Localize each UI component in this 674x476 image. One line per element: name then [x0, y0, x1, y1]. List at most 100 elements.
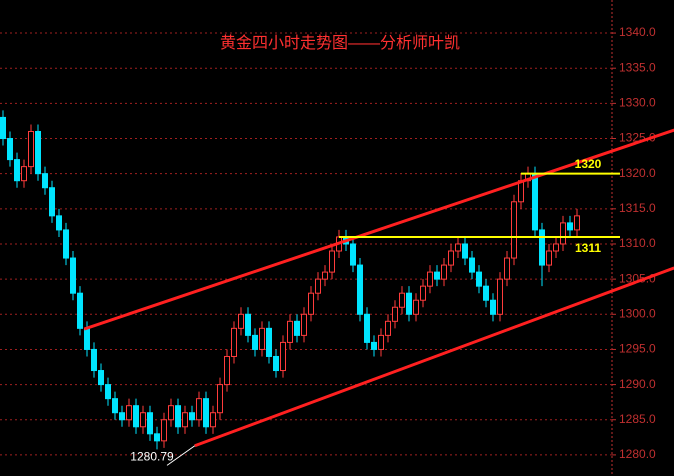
candle-body: [469, 257, 475, 273]
candle-body: [42, 173, 48, 189]
y-tick-label: 1290.0: [619, 377, 656, 391]
candle-body: [574, 215, 580, 231]
candle-body: [56, 215, 62, 231]
low-pointer: [166, 445, 196, 466]
candle-body: [21, 166, 27, 182]
y-tick-label: 1280.0: [619, 447, 656, 461]
candle-body: [154, 433, 160, 442]
candle-body: [322, 271, 328, 280]
candle-body: [280, 341, 286, 372]
candle-body: [434, 271, 440, 280]
candle-body: [210, 412, 216, 428]
candle-body: [231, 327, 237, 357]
candle-body: [147, 412, 153, 435]
candle-body: [91, 348, 97, 372]
candle-body: [462, 243, 468, 259]
y-tick-label: 1310.0: [619, 236, 656, 250]
candle-body: [385, 320, 391, 336]
candle-body: [189, 412, 195, 421]
candle-body: [112, 398, 118, 414]
candle-body: [483, 285, 489, 301]
level-label: 1320: [575, 157, 602, 171]
candle-body: [301, 313, 307, 336]
candle-body: [77, 292, 83, 329]
y-tick-label: 1330.0: [619, 96, 656, 110]
candle-body: [245, 313, 251, 336]
y-tick-label: 1340.0: [619, 25, 656, 39]
candle-body: [546, 250, 552, 266]
candle-body: [133, 405, 139, 428]
level-label: 1311: [575, 241, 601, 255]
candle-body: [196, 398, 202, 421]
candle-body: [371, 341, 377, 350]
candle-body: [357, 264, 363, 315]
candle-body: [350, 243, 356, 266]
candle-body: [378, 334, 384, 350]
candle-body: [119, 412, 125, 421]
candle-body: [504, 257, 510, 280]
candle-body: [217, 384, 223, 414]
y-tick-label: 1335.0: [619, 60, 656, 74]
candle-body: [427, 271, 433, 287]
candle-body: [329, 250, 335, 273]
candle-body: [266, 327, 272, 357]
candle-body: [252, 334, 258, 350]
candle-body: [476, 271, 482, 287]
candle-body: [238, 313, 244, 329]
candle-body: [28, 130, 34, 168]
candle-body: [315, 278, 321, 294]
candle-body: [490, 299, 496, 315]
candle-body: [7, 138, 13, 161]
candle-body: [567, 222, 573, 231]
candle-body: [560, 222, 566, 245]
candle-body: [98, 370, 104, 386]
candle-body: [455, 243, 461, 252]
candle-body: [84, 327, 90, 350]
candle-body: [63, 229, 69, 259]
candle-body: [539, 229, 545, 266]
candle-body: [224, 355, 230, 386]
trend-line: [83, 128, 674, 331]
candle-body: [259, 327, 265, 350]
candle-body: [392, 306, 398, 322]
candle-body: [308, 292, 314, 315]
y-tick-label: 1320.0: [619, 166, 656, 180]
candle-body: [70, 257, 76, 294]
trend-line: [194, 266, 674, 448]
candle-body: [406, 292, 412, 315]
y-tick-label: 1305.0: [619, 271, 656, 285]
y-tick-label: 1325.0: [619, 131, 656, 145]
candle-body: [273, 355, 279, 372]
candle-body: [413, 299, 419, 315]
candle-body: [175, 405, 181, 428]
candle-body: [399, 292, 405, 308]
y-tick-label: 1285.0: [619, 412, 656, 426]
candle-body: [553, 243, 559, 252]
candle-body: [532, 173, 538, 231]
candle-body: [511, 201, 517, 259]
candle-body: [441, 264, 447, 280]
candle-body: [35, 130, 41, 175]
candle-body: [0, 116, 6, 140]
y-tick-label: 1300.0: [619, 306, 656, 320]
low-label: 1280.79: [130, 450, 174, 464]
candle-body: [105, 384, 111, 400]
candle-body: [287, 320, 293, 343]
candle-body: [161, 419, 167, 442]
y-tick-label: 1315.0: [619, 201, 656, 215]
candle-body: [182, 412, 188, 428]
candle-body: [497, 278, 503, 315]
candle-body: [126, 405, 132, 421]
candle-body: [168, 405, 174, 421]
candle-body: [420, 285, 426, 301]
candle-body: [448, 250, 454, 266]
y-tick-label: 1295.0: [619, 342, 656, 356]
candle-body: [14, 159, 20, 182]
candle-body: [49, 187, 55, 217]
candle-body: [140, 412, 146, 428]
candle-body: [294, 320, 300, 336]
candle-body: [203, 398, 209, 428]
candle-body: [364, 313, 370, 343]
chart-title: 黄金四小时走势图——分析师叶凯: [220, 34, 460, 52]
